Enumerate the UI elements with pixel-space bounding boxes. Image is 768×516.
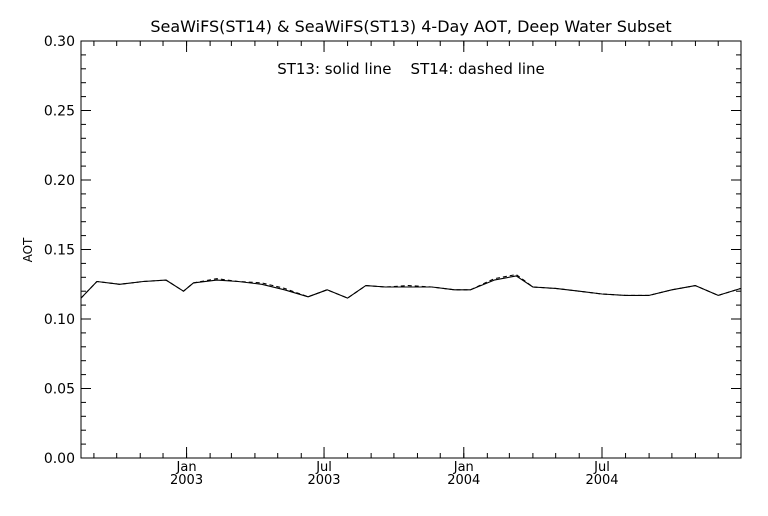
x-tick-label-month: Jul	[593, 460, 610, 475]
series-line-st13	[80, 275, 742, 299]
chart-title: SeaWiFS(ST14) & SeaWiFS(ST13) 4-Day AOT,…	[150, 17, 671, 36]
y-tick-label: 0.00	[44, 451, 75, 467]
y-tick-label: 0.25	[44, 104, 75, 120]
x-tick-label-year: 2003	[170, 473, 203, 488]
x-tick-label-year: 2004	[585, 473, 618, 488]
x-tick-label-month: Jul	[315, 460, 332, 475]
y-tick-label: 0.20	[44, 173, 75, 189]
y-tick-label: 0.10	[44, 312, 75, 328]
series-line-st14	[80, 273, 742, 299]
plot-frame	[80, 40, 742, 459]
y-tick-label: 0.05	[44, 382, 75, 398]
y-tick-label: 0.30	[44, 34, 75, 50]
chart-marks: 0.000.050.100.150.200.250.30Jan2003Jul20…	[44, 34, 742, 488]
x-tick-label-year: 2003	[307, 473, 340, 488]
x-tick-label-month: Jan	[176, 460, 197, 475]
y-axis-label: AOT	[21, 237, 35, 262]
y-tick-label: 0.15	[44, 243, 75, 259]
legend-annotation: ST13: solid line ST14: dashed line	[277, 60, 545, 78]
x-tick-label-month: Jan	[453, 460, 474, 475]
x-tick-label-year: 2004	[447, 473, 480, 488]
